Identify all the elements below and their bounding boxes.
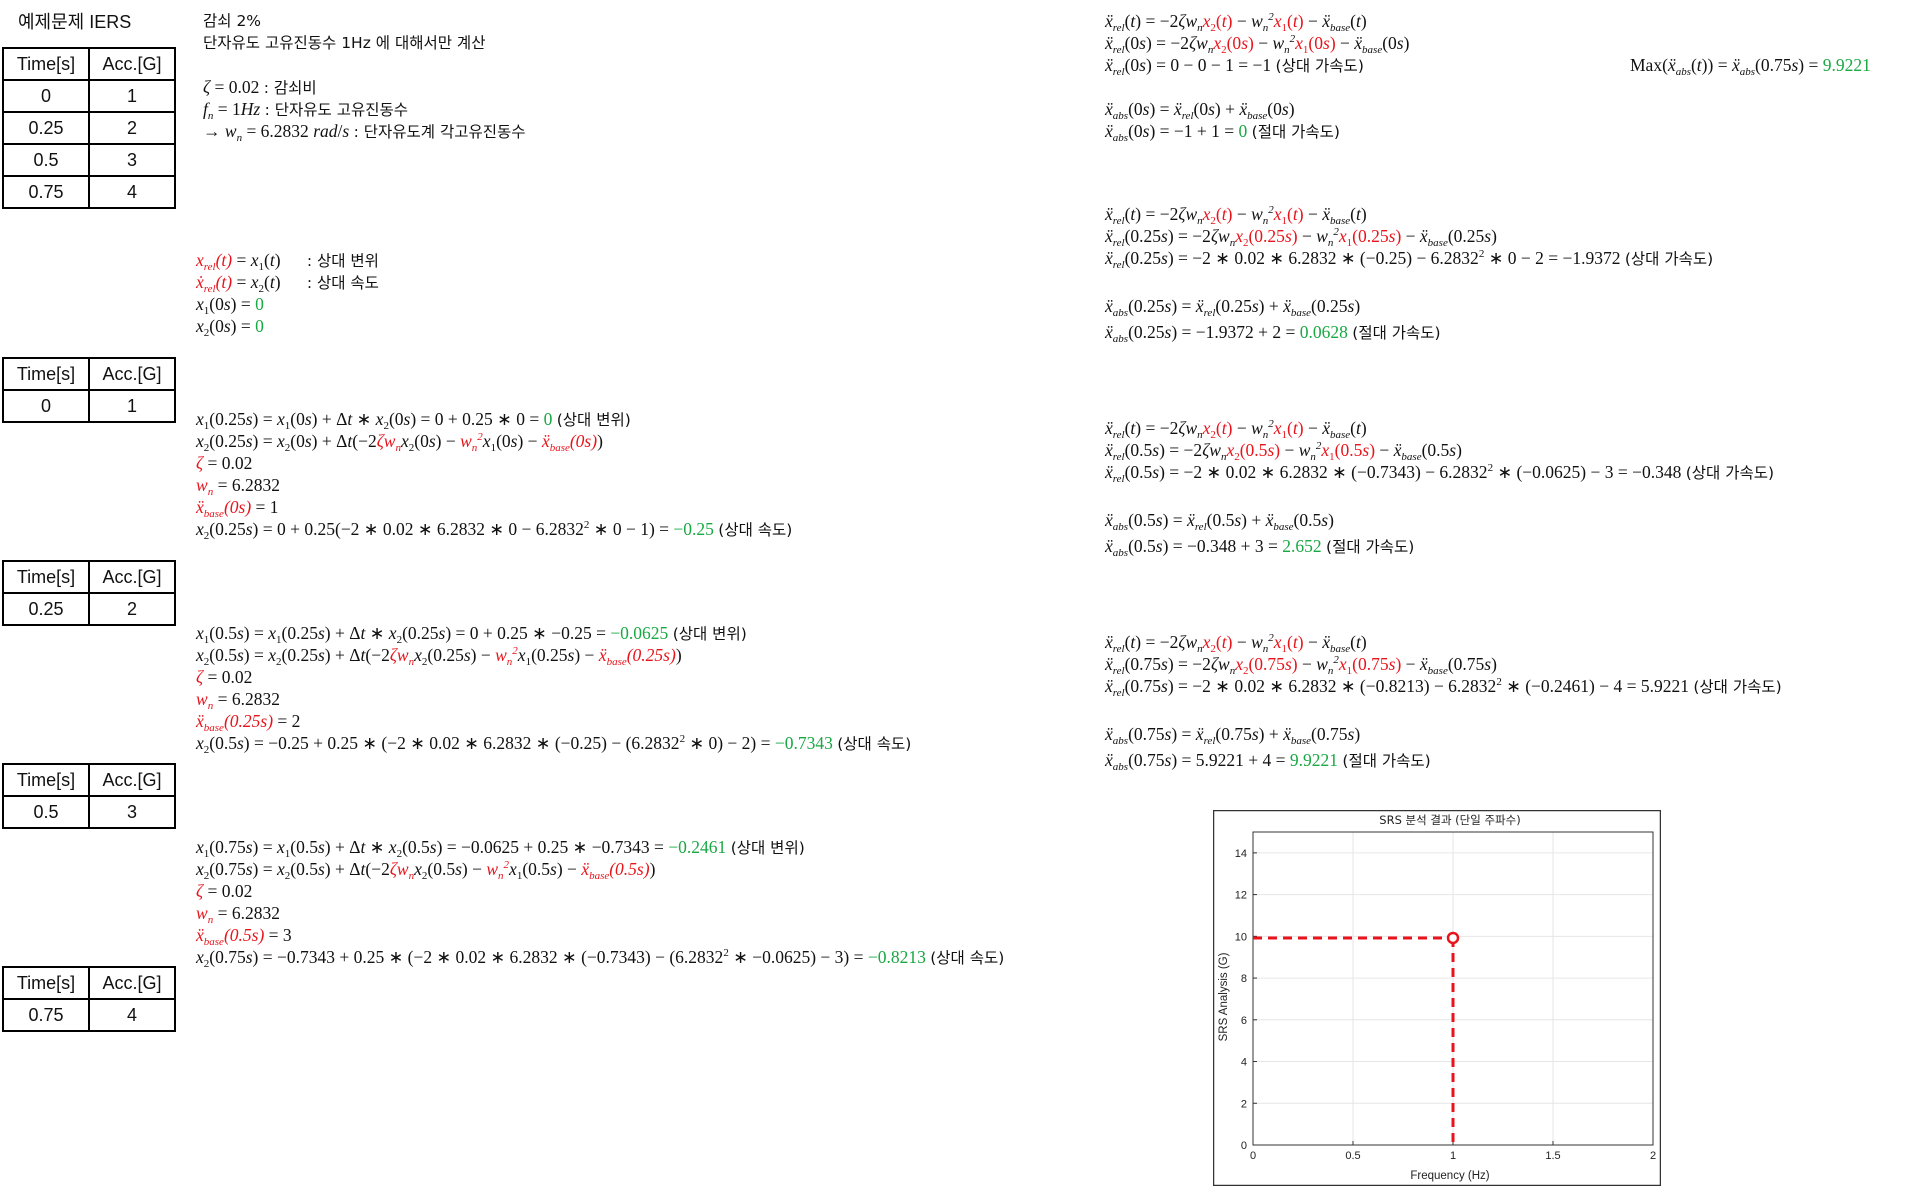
accel-0.75s: ẍrel(t) = −2ζwnx2(t) − wn2x1(t) − ẍbase(…	[1105, 632, 1782, 773]
accel-0.5s: ẍrel(t) = −2ζwnx2(t) − wn2x1(t) − ẍbase(…	[1105, 418, 1775, 559]
y-tick-label: 6	[1241, 1015, 1247, 1027]
x-tick-label: 2	[1650, 1150, 1656, 1162]
step-0.75s: x1(0.75s) = x1(0.5s) + Δt ∗ x2(0.5s) = −…	[196, 837, 1005, 970]
acc-cell: 2	[88, 111, 176, 145]
chart-frame	[1213, 810, 1661, 1186]
time-cell: 0.75	[2, 175, 90, 209]
y-tick-label: 0	[1241, 1140, 1247, 1152]
time-header: Time[s]	[2, 966, 90, 1000]
acc-cell: 2	[88, 592, 176, 626]
time-cell: 0.5	[2, 143, 90, 177]
y-tick-label: 4	[1241, 1057, 1247, 1069]
time-cell: 0	[2, 79, 90, 113]
problem-notes: 감쇠 2% 단자유도 고유진동수 1Hz 에 대해서만 계산 ζ = 0.02 …	[203, 10, 526, 144]
time-header: Time[s]	[2, 357, 90, 391]
x1-initial: 0	[255, 294, 264, 314]
y-tick-label: 2	[1241, 1098, 1247, 1110]
srs-data-point	[1446, 931, 1460, 945]
acc-header: Acc.[G]	[88, 560, 176, 594]
chart-tick-labels: 0 0.5 1 1.5 2 0 2 4 6 8 10 12 14	[1235, 848, 1656, 1162]
step-0.5s: x1(0.5s) = x1(0.25s) + Δt ∗ x2(0.25s) = …	[196, 623, 912, 756]
time-cell: 0.5	[2, 795, 90, 829]
chart-x-label: Frequency (Hz)	[1410, 1170, 1489, 1182]
rel-disp-label: : 상대 변위	[306, 252, 379, 270]
page-title: 예제문제 IERS	[18, 12, 132, 32]
damping-line: 감쇠 2%	[203, 12, 262, 30]
chart-y-label: SRS Analysis (G)	[1218, 952, 1230, 1041]
state-definitions: xrel(t) = x1(t) : 상대 변위 ẋrel(t) = x2(t) …	[196, 250, 379, 339]
acc-header: Acc.[G]	[88, 357, 176, 391]
scope-line: 단자유도 고유진동수 1Hz 에 대해서만 계산	[203, 34, 486, 52]
acc-cell: 4	[88, 175, 176, 209]
time-header: Time[s]	[2, 47, 90, 81]
acc-cell: 3	[88, 795, 176, 829]
acc-cell: 1	[88, 79, 176, 113]
time-cell: 0.25	[2, 592, 90, 626]
y-tick-label: 8	[1241, 973, 1247, 985]
y-tick-label: 10	[1235, 931, 1247, 943]
acc-header: Acc.[G]	[88, 47, 176, 81]
x2-initial: 0	[255, 316, 264, 336]
x-tick-label: 0.5	[1345, 1150, 1360, 1162]
time-header: Time[s]	[2, 763, 90, 797]
time-cell: 0	[2, 389, 90, 423]
rel-vel-label: : 상대 속도	[306, 274, 379, 292]
y-tick-label: 12	[1235, 890, 1247, 902]
time-cell: 0.75	[2, 998, 90, 1032]
acc-header: Acc.[G]	[88, 966, 176, 1000]
max-result: Max(ẍabs(t)) = ẍabs(0.75s) = 9.9221	[1630, 55, 1871, 78]
chart-axes	[1252, 831, 1654, 1146]
step-table: Time[s] Acc.[G] 0.5 3	[2, 763, 176, 829]
fn-definition: fn = 1Hz : 단자유도 고유진동수	[203, 99, 408, 122]
step-table: Time[s] Acc.[G] 0.75 4	[2, 966, 176, 1032]
time-cell: 0.25	[2, 111, 90, 145]
y-tick-label: 14	[1235, 848, 1247, 860]
step-0.25s: x1(0.25s) = x1(0s) + Δt ∗ x2(0s) = 0 + 0…	[196, 409, 793, 542]
plot-area-border	[1252, 831, 1654, 1146]
x-tick-label: 1	[1450, 1150, 1456, 1162]
chart-marks	[1253, 931, 1460, 1145]
time-header: Time[s]	[2, 560, 90, 594]
acc-cell: 3	[88, 143, 176, 177]
step-table: Time[s] Acc.[G] 0.25 2	[2, 560, 176, 626]
accel-0s: ẍrel(t) = −2ζwnx2(t) − wn2x1(t) − ẍbase(…	[1105, 11, 1410, 144]
zeta-definition: ζ = 0.02 : 감쇠비	[203, 77, 317, 97]
x-tick-label: 0	[1250, 1150, 1256, 1162]
chart-title: SRS 분석 결과 (단일 주파수)	[1379, 813, 1520, 827]
x-tick-label: 1.5	[1545, 1150, 1560, 1162]
acc-header: Acc.[G]	[88, 763, 176, 797]
accel-0.25s: ẍrel(t) = −2ζwnx2(t) − wn2x1(t) − ẍbase(…	[1105, 204, 1714, 345]
acc-cell: 4	[88, 998, 176, 1032]
acc-cell: 1	[88, 389, 176, 423]
wn-definition: → wn = 6.2832 rad/s : 단자유도계 각고유진동수	[203, 121, 526, 144]
